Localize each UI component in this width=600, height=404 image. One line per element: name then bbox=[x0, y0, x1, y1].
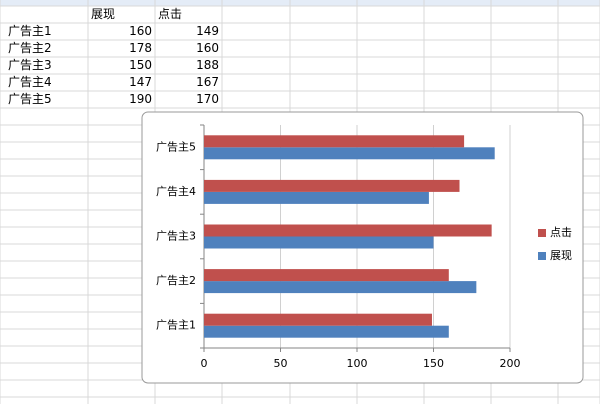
x-tick-label: 100 bbox=[347, 357, 368, 370]
row-label: 广告主1 bbox=[8, 24, 52, 38]
column-header-bar bbox=[0, 0, 600, 6]
number-cell: 170 bbox=[196, 92, 219, 106]
bar bbox=[204, 224, 492, 237]
number-cell: 149 bbox=[196, 24, 219, 38]
legend-swatch bbox=[538, 252, 546, 260]
legend-label: 点击 bbox=[550, 226, 572, 239]
bar bbox=[204, 236, 434, 249]
header-cell: 点击 bbox=[158, 7, 182, 21]
bar bbox=[204, 325, 449, 338]
number-cell: 160 bbox=[196, 41, 219, 55]
bar bbox=[204, 313, 432, 326]
bar bbox=[204, 269, 449, 282]
bar bbox=[204, 179, 460, 192]
x-tick-label: 150 bbox=[423, 357, 444, 370]
y-tick-label: 广告主1 bbox=[156, 319, 196, 332]
number-cell: 147 bbox=[129, 75, 152, 89]
number-cell: 190 bbox=[129, 92, 152, 106]
row-label: 广告主2 bbox=[8, 41, 52, 55]
bar bbox=[204, 191, 429, 204]
legend-label: 展现 bbox=[550, 249, 572, 262]
bar bbox=[204, 147, 495, 160]
x-tick-label: 0 bbox=[201, 357, 208, 370]
y-tick-label: 广告主2 bbox=[156, 274, 196, 287]
number-cell: 167 bbox=[196, 75, 219, 89]
x-tick-label: 200 bbox=[500, 357, 521, 370]
bar bbox=[204, 281, 477, 294]
legend-swatch bbox=[538, 229, 546, 237]
header-cell: 展现 bbox=[91, 7, 115, 21]
y-tick-label: 广告主3 bbox=[156, 230, 196, 243]
y-tick-label: 广告主5 bbox=[156, 140, 196, 153]
number-cell: 160 bbox=[129, 24, 152, 38]
number-cell: 188 bbox=[196, 58, 219, 72]
number-cell: 150 bbox=[129, 58, 152, 72]
number-cell: 178 bbox=[129, 41, 152, 55]
row-label: 广告主4 bbox=[8, 75, 52, 89]
row-label: 广告主5 bbox=[8, 92, 52, 106]
x-tick-label: 50 bbox=[274, 357, 288, 370]
y-tick-label: 广告主4 bbox=[156, 185, 196, 198]
bar bbox=[204, 135, 465, 148]
row-label: 广告主3 bbox=[8, 58, 52, 72]
